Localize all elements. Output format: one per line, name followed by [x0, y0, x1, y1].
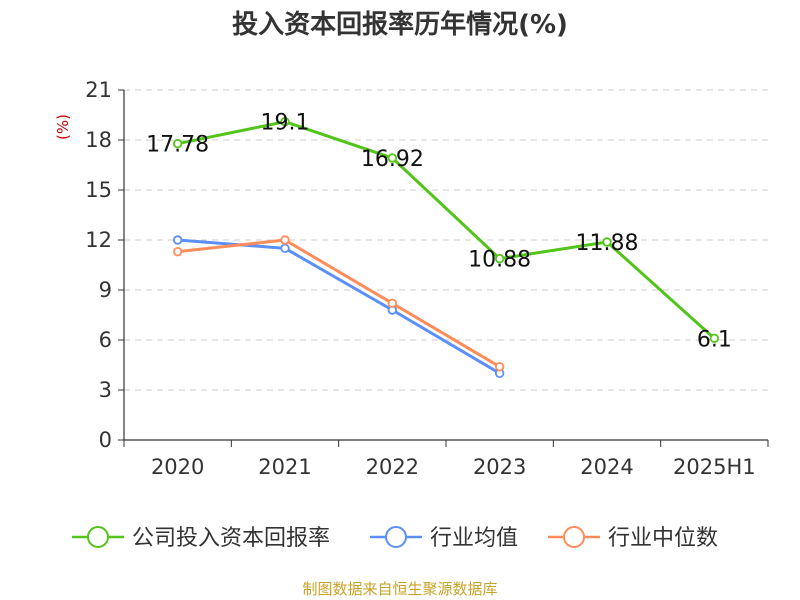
data-point [172, 138, 183, 149]
y-tick-label: 21 [85, 78, 112, 102]
series-lines [172, 116, 720, 379]
data-point [172, 235, 183, 245]
data-point [172, 246, 183, 257]
x-tick-label: 2022 [366, 455, 419, 479]
x-tick-label: 2025H1 [673, 455, 756, 479]
data-labels: 17.78 19.1 16.92 10.88 11.88 6.1 [146, 111, 732, 353]
legend-marker-icon [385, 526, 407, 548]
y-tick-label: 12 [85, 228, 112, 252]
legend[interactable]: 公司投入资本回报率 行业均值 行业中位数 [72, 526, 718, 551]
x-tick-label: 2024 [580, 455, 633, 479]
axes: 0 3 6 9 12 15 18 21 2020 2021 2022 2023 2024 2025H1 [85, 78, 769, 479]
data-point [494, 253, 505, 264]
y-tick-label: 9 [99, 278, 112, 302]
x-tick-label: 2023 [473, 455, 526, 479]
data-label: 17.78 [146, 133, 209, 158]
data-label: 6.1 [697, 327, 732, 352]
legend-label: 行业中位数 [608, 526, 718, 551]
y-tick-label: 0 [99, 428, 112, 452]
legend-item-2[interactable]: 行业中位数 [548, 526, 718, 551]
y-tick-label: 3 [99, 378, 112, 402]
chart-title: 投入资本回报率历年情况(%) [232, 9, 568, 40]
legend-marker-icon [87, 526, 109, 548]
data-label: 11.88 [576, 231, 639, 256]
data-point [280, 243, 290, 254]
legend-label: 公司投入资本回报率 [132, 526, 330, 551]
series-line-0 [177, 120, 716, 340]
data-point [709, 333, 720, 344]
data-point [387, 298, 398, 309]
legend-item-1[interactable]: 行业均值 [370, 526, 518, 551]
y-tick-label: 15 [85, 178, 112, 202]
data-label: 16.92 [361, 147, 424, 172]
data-point [494, 361, 505, 372]
y-tick-label: 6 [99, 328, 112, 352]
x-tick-label: 2021 [258, 455, 311, 479]
data-point [280, 235, 290, 245]
data-point [387, 153, 398, 163]
y-unit-label: (%) [54, 114, 72, 140]
legend-marker-icon [563, 526, 585, 548]
data-label: 10.88 [468, 248, 531, 273]
data-label: 19.1 [261, 111, 310, 136]
x-tick-label: 2020 [151, 455, 204, 479]
data-point [280, 116, 290, 127]
legend-item-0[interactable]: 公司投入资本回报率 [72, 526, 330, 551]
data-point [602, 237, 612, 247]
source-note: 制图数据来自恒生聚源数据库 [302, 580, 497, 598]
legend-label: 行业均值 [430, 526, 518, 551]
series-line-2 [177, 238, 501, 368]
series-line-1 [177, 238, 501, 375]
y-tick-label: 18 [85, 128, 112, 152]
